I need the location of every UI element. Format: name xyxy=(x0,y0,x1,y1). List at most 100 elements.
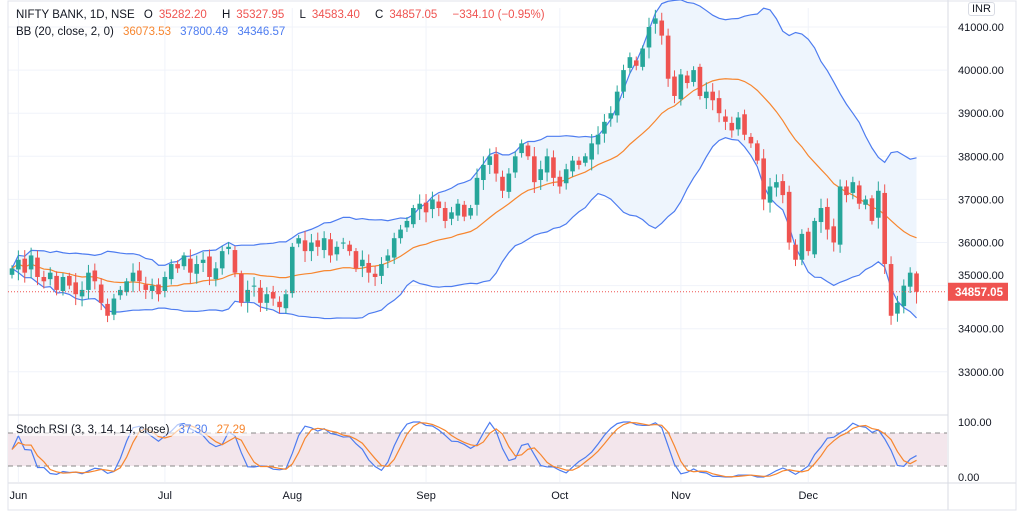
candle-body xyxy=(691,70,696,82)
candle xyxy=(143,276,149,299)
bb-legend[interactable]: BB (20, close, 2, 0) 36073.53 37800.49 3… xyxy=(16,26,291,38)
candle-body xyxy=(321,238,327,251)
candle-body xyxy=(16,259,21,270)
price-tick-label: 33000.00 xyxy=(958,367,1004,379)
candle-body xyxy=(232,250,238,273)
candle-body xyxy=(761,158,766,200)
candle-body xyxy=(665,35,671,79)
candle-body xyxy=(780,181,786,196)
symbol-label: NIFTY BANK, 1D, NSE xyxy=(16,9,135,21)
candle xyxy=(328,233,333,263)
open-value: 35282.20 xyxy=(158,9,207,21)
candle xyxy=(716,90,722,123)
candle xyxy=(423,194,429,223)
candle xyxy=(723,109,728,130)
candle-body xyxy=(678,74,684,100)
candle-body xyxy=(47,272,53,280)
currency-button[interactable]: INR xyxy=(968,2,995,16)
candle xyxy=(608,106,614,127)
candle-body xyxy=(627,57,633,68)
candle xyxy=(194,255,200,284)
candle-body xyxy=(28,255,34,270)
candle-body xyxy=(289,246,295,294)
stoch-k-value: 37.30 xyxy=(178,424,208,436)
candle xyxy=(162,271,168,298)
candle xyxy=(761,149,766,211)
candle-body xyxy=(844,186,849,196)
candle-body xyxy=(86,272,91,290)
candle xyxy=(315,232,321,256)
candle-body xyxy=(869,198,875,221)
candle-body xyxy=(366,262,372,273)
candle-body xyxy=(818,208,824,223)
candle xyxy=(175,260,180,273)
candle-body xyxy=(124,281,129,293)
candle xyxy=(264,287,270,311)
candle-body xyxy=(92,270,98,282)
candle-body xyxy=(181,255,187,267)
candle-body xyxy=(207,256,212,277)
candle-body xyxy=(850,182,856,193)
price-tick-label: 39000.00 xyxy=(958,108,1004,120)
candle-body xyxy=(570,160,575,172)
candle xyxy=(876,181,881,229)
candle-body xyxy=(385,255,391,261)
close-value: 34857.05 xyxy=(389,9,438,21)
candle-body xyxy=(589,143,594,160)
candle xyxy=(156,278,161,302)
candle xyxy=(417,194,422,220)
candle xyxy=(583,153,588,167)
candle-body xyxy=(309,242,314,252)
candle-body xyxy=(602,121,607,134)
candle-body xyxy=(640,48,645,67)
candle-body xyxy=(837,186,843,245)
candle xyxy=(430,191,435,219)
candle-body xyxy=(137,270,142,282)
candle xyxy=(385,249,391,269)
last-price-badge xyxy=(948,282,1008,301)
candle-body xyxy=(723,116,728,122)
price-tick-label: 36000.00 xyxy=(958,238,1004,250)
candle-body xyxy=(213,268,219,280)
candle xyxy=(461,200,467,222)
candle xyxy=(856,180,862,210)
candle xyxy=(207,249,212,286)
candle-body xyxy=(907,272,913,287)
candle-body xyxy=(525,145,531,157)
candle-body xyxy=(296,238,301,244)
candle xyxy=(245,280,250,313)
candle-body xyxy=(742,114,747,135)
candle-body xyxy=(735,117,741,130)
candle-body xyxy=(519,143,524,154)
bb-upper-line xyxy=(11,0,917,269)
candle-body xyxy=(474,177,480,205)
candle-body xyxy=(487,156,493,165)
candle xyxy=(213,262,219,287)
candle xyxy=(633,56,639,71)
candle xyxy=(98,278,104,311)
candle xyxy=(627,52,633,74)
candle-body xyxy=(79,289,85,297)
candle xyxy=(366,254,372,283)
candle-body xyxy=(156,284,161,295)
candle xyxy=(895,295,900,322)
candle-body xyxy=(449,212,454,219)
candle-body xyxy=(608,113,614,119)
candle xyxy=(907,267,913,294)
candle xyxy=(16,250,21,281)
candle xyxy=(729,116,735,138)
candle xyxy=(704,82,709,109)
candle xyxy=(436,194,442,217)
candle xyxy=(825,198,830,240)
candle-body xyxy=(188,258,193,273)
stoch-legend[interactable]: Stoch RSI (3, 3, 14, 14, close) 37.30 27… xyxy=(16,424,252,436)
candle xyxy=(710,83,715,111)
candle-body xyxy=(812,220,817,255)
candle-body xyxy=(73,282,78,295)
candle xyxy=(863,195,868,210)
candle xyxy=(646,17,652,59)
candle-body xyxy=(614,91,620,116)
candle xyxy=(200,251,206,273)
